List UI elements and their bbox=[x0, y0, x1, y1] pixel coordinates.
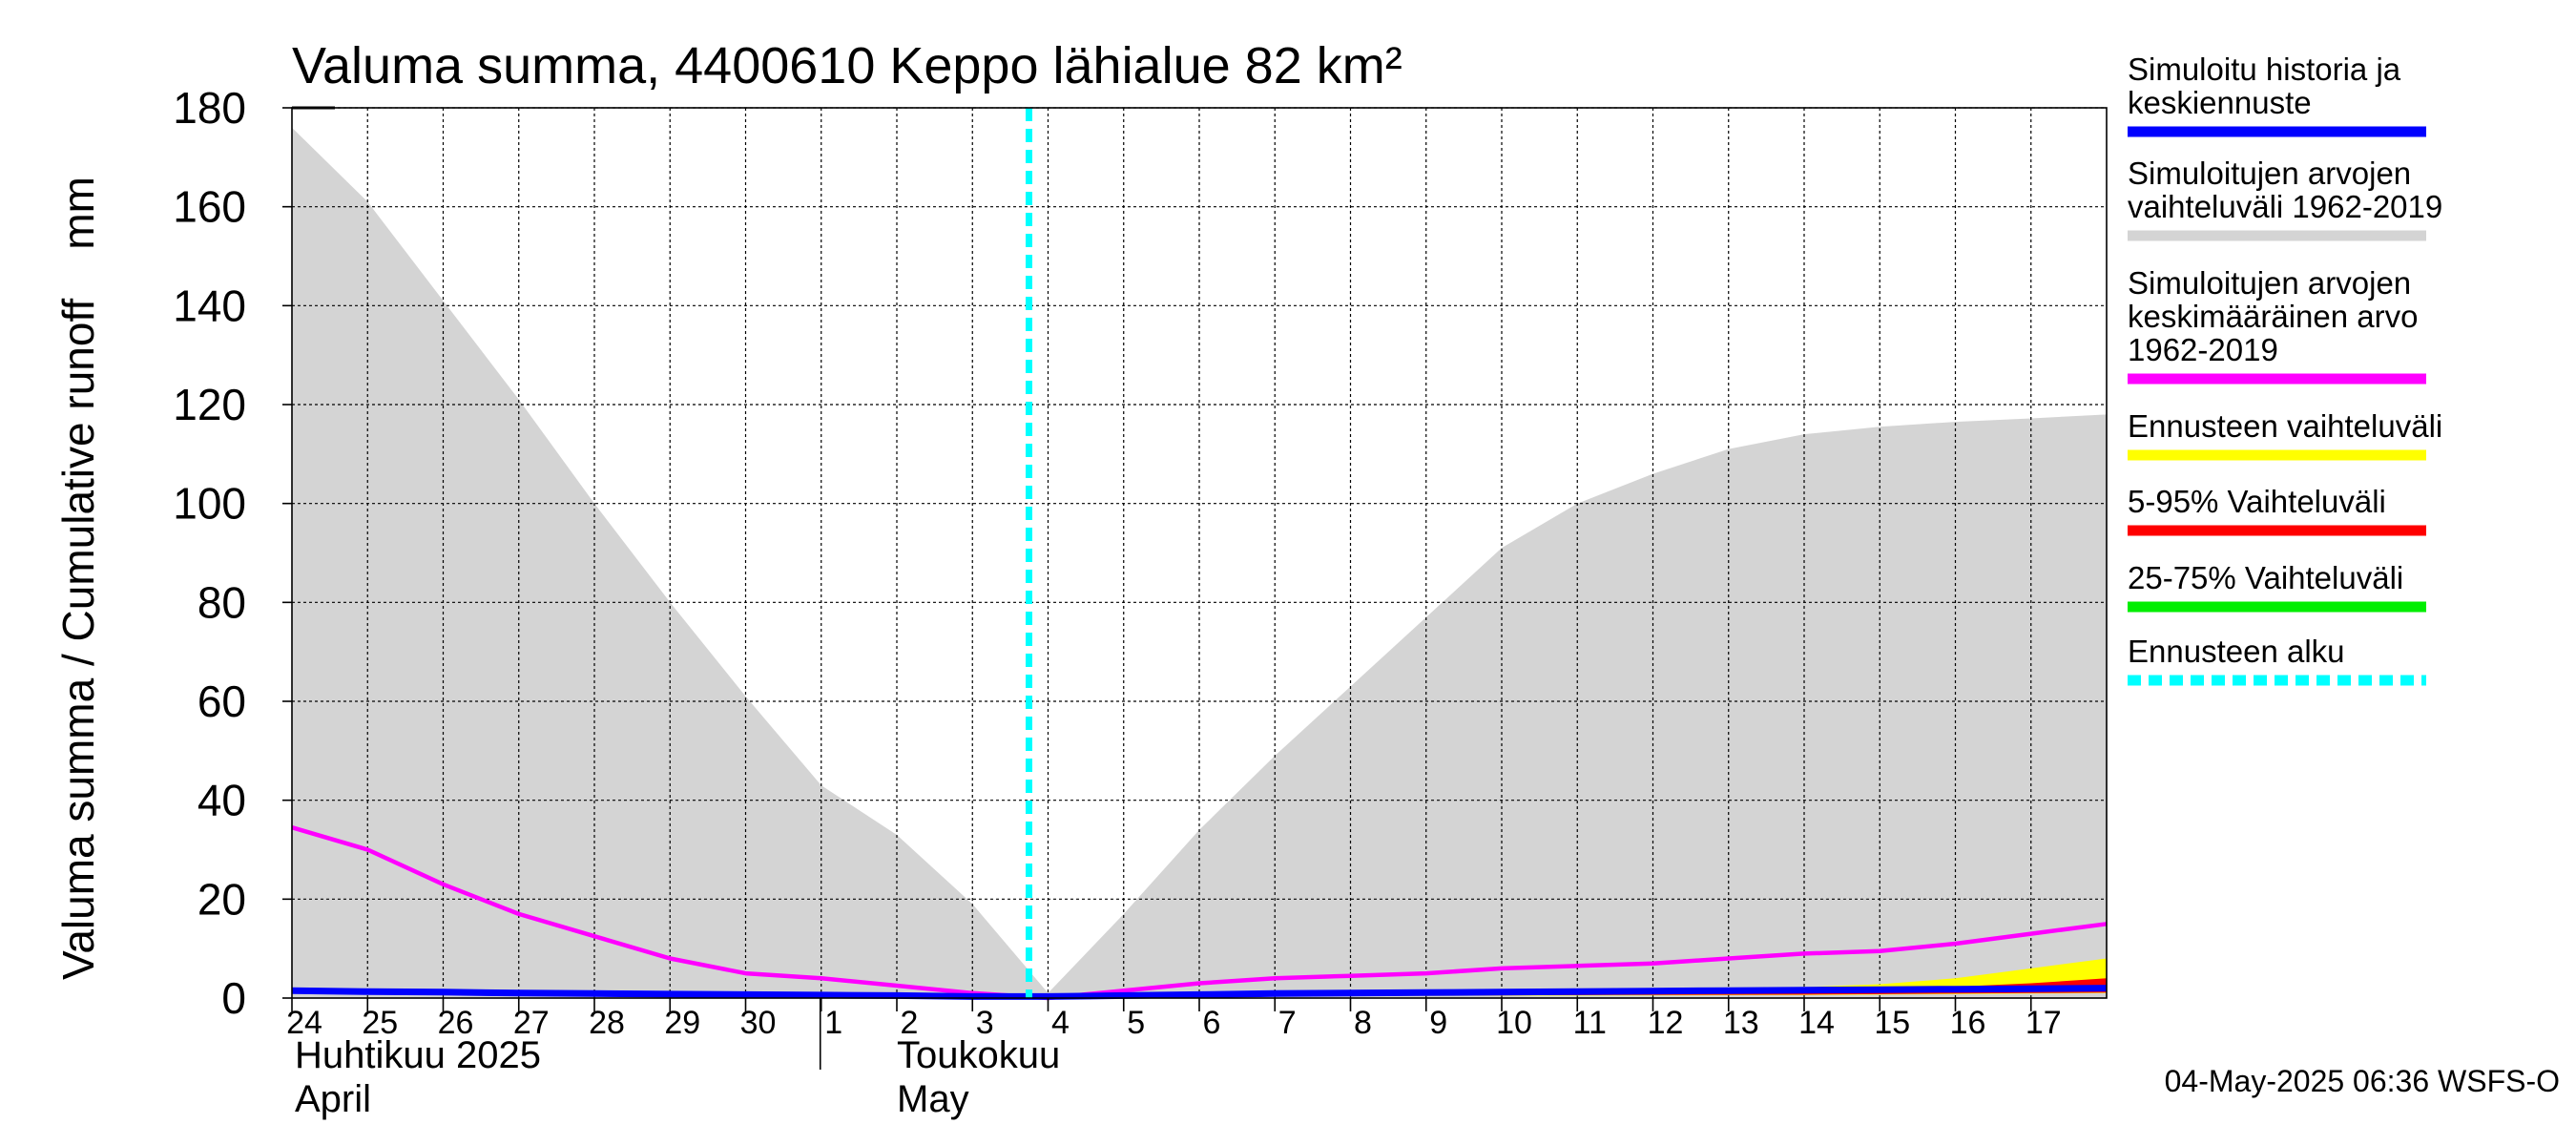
y-tick-label: 60 bbox=[197, 677, 246, 726]
x-tick-label: 3 bbox=[976, 1005, 994, 1041]
x-tick-label: 11 bbox=[1573, 1005, 1607, 1041]
x-tick-label: 30 bbox=[740, 1005, 777, 1041]
month-label-fi: Huhtikuu 2025 bbox=[295, 1034, 541, 1076]
y-tick-label: 180 bbox=[173, 83, 246, 133]
legend-label: Ennusteen vaihteluväli bbox=[2128, 408, 2442, 444]
legend-label: 25-75% Vaihteluväli bbox=[2128, 560, 2403, 595]
y-tick-label: 160 bbox=[173, 182, 246, 232]
month-label-en: April bbox=[295, 1078, 371, 1120]
x-tick-label: 6 bbox=[1203, 1005, 1221, 1041]
legend-label: 5-95% Vaihteluväli bbox=[2128, 484, 2386, 519]
x-tick-label: 8 bbox=[1354, 1005, 1372, 1041]
x-tick-label: 1 bbox=[824, 1005, 842, 1041]
x-tick-label: 5 bbox=[1127, 1005, 1145, 1041]
x-tick-label: 12 bbox=[1648, 1005, 1684, 1041]
y-tick-label: 80 bbox=[197, 577, 246, 627]
x-tick-label: 26 bbox=[438, 1005, 474, 1041]
legend-label: keskimääräinen arvo bbox=[2128, 299, 2418, 334]
series-simuloitujen-arvojen-keskimaarainen-arvo-1962-2019-line bbox=[291, 825, 2108, 1001]
y-tick-label: 120 bbox=[173, 380, 246, 429]
x-tick-label: 17 bbox=[2025, 1005, 2062, 1041]
legend-label: Simuloitujen arvojen bbox=[2128, 265, 2411, 301]
timestamp-label: 04-May-2025 06:36 WSFS-O bbox=[2165, 1064, 2560, 1098]
x-tick-label: 14 bbox=[1798, 1005, 1835, 1041]
y-tick-label: 20 bbox=[197, 874, 246, 924]
x-tick-label: 2 bbox=[901, 1005, 919, 1041]
x-tick-label: 10 bbox=[1496, 1005, 1532, 1041]
month-label-fi: Toukokuu bbox=[897, 1034, 1060, 1076]
plot-area bbox=[291, 107, 2108, 1001]
legend-label: vaihteluväli 1962-2019 bbox=[2128, 189, 2442, 224]
y-axis-label: Valuma summa / Cumulative runoff mm bbox=[53, 177, 103, 980]
x-tick-label: 15 bbox=[1874, 1005, 1910, 1041]
x-tick-label: 29 bbox=[664, 1005, 700, 1041]
legend-label: keskiennuste bbox=[2128, 85, 2312, 120]
x-tick-label: 9 bbox=[1429, 1005, 1447, 1041]
legend-label: 1962-2019 bbox=[2128, 332, 2278, 367]
legend-label: Ennusteen alku bbox=[2128, 634, 2345, 669]
x-tick-label: 25 bbox=[362, 1005, 398, 1041]
x-tick-label: 7 bbox=[1278, 1005, 1297, 1041]
y-tick-label: 40 bbox=[197, 776, 246, 825]
x-tick-label: 16 bbox=[1950, 1005, 1986, 1041]
y-tick-label: 140 bbox=[173, 281, 246, 330]
chart-title: Valuma summa, 4400610 Keppo lähialue 82 … bbox=[292, 37, 1402, 94]
y-tick-label: 0 bbox=[221, 973, 246, 1023]
series-simuloitu-historia-ja-keskiennuste-line bbox=[291, 985, 2108, 1000]
x-tick-label: 28 bbox=[589, 1005, 625, 1041]
legend-label: Simuloitu historia ja bbox=[2128, 52, 2401, 87]
month-label-en: May bbox=[897, 1078, 969, 1120]
legend-label: Simuloitujen arvojen bbox=[2128, 156, 2411, 191]
y-tick-label: 100 bbox=[173, 479, 246, 529]
x-tick-label: 24 bbox=[286, 1005, 322, 1041]
x-tick-label: 27 bbox=[513, 1005, 550, 1041]
x-tick-label: 13 bbox=[1723, 1005, 1759, 1041]
x-tick-label: 4 bbox=[1051, 1005, 1070, 1041]
